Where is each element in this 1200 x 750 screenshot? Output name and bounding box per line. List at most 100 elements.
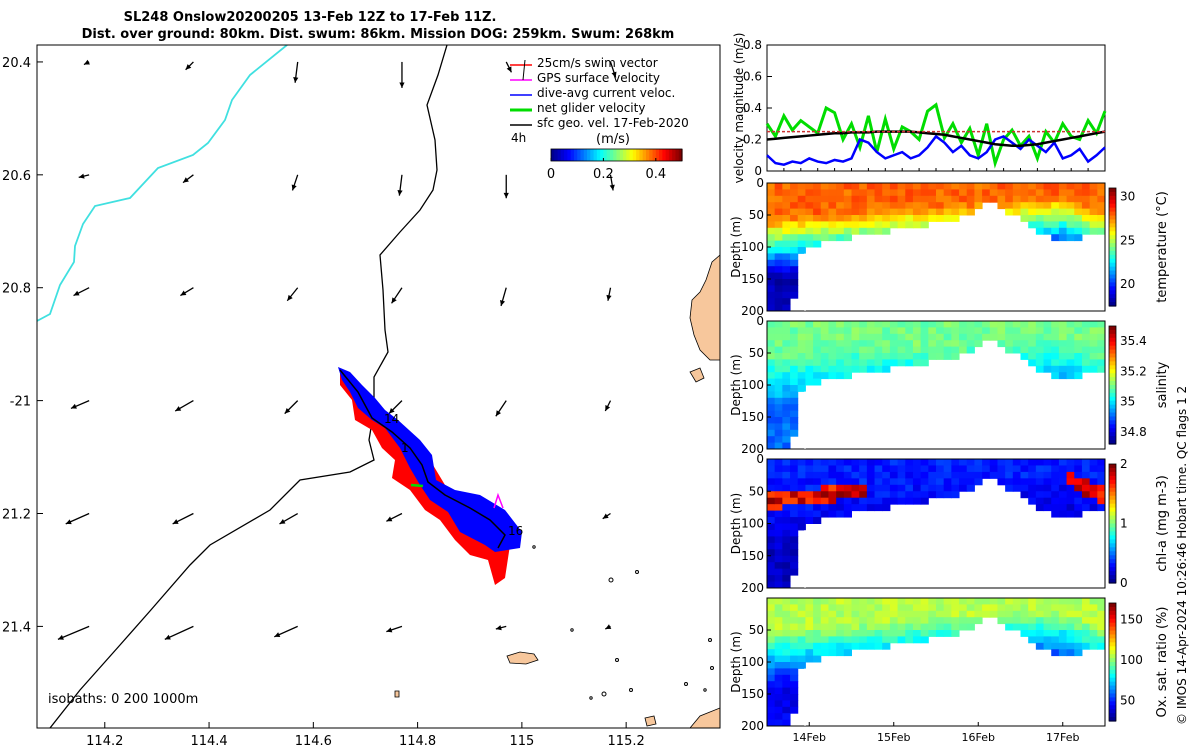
heatmap-cell — [1081, 598, 1091, 605]
heatmap-cell — [859, 598, 868, 605]
heatmap-cell — [959, 465, 968, 473]
heatmap-cell — [1051, 321, 1060, 328]
heatmap-cell — [790, 259, 799, 267]
colorbar-cell — [1109, 717, 1116, 722]
heatmap-cell — [805, 234, 814, 242]
heatmap-cell — [943, 617, 952, 625]
heatmap-cell — [1058, 604, 1068, 612]
heatmap-cell — [782, 417, 791, 424]
heatmap-cell — [889, 183, 899, 190]
heatmap-cell — [1020, 353, 1029, 360]
depth-axis-label: Depth (m) — [729, 216, 743, 277]
heatmap-cell — [774, 391, 783, 399]
heatmap-cell — [790, 359, 799, 367]
heatmap-cell — [774, 568, 783, 576]
heatmap-cell — [805, 365, 814, 373]
colorbar-cell — [672, 149, 677, 161]
heatmap-cell — [874, 471, 883, 479]
heatmap-cell — [1097, 183, 1106, 190]
colorbar-cell — [668, 149, 673, 161]
heatmap-cell — [805, 327, 814, 335]
depth-tick-label: 200 — [741, 581, 764, 595]
colorbar-cell — [1109, 618, 1116, 624]
heatmap-cell — [782, 681, 791, 689]
heatmap-cell — [836, 491, 845, 499]
heatmap-cell — [790, 610, 799, 618]
heatmap-cell — [859, 636, 868, 644]
heatmap-cell — [767, 610, 776, 618]
heatmap-cell — [897, 321, 906, 328]
heatmap-cell — [1043, 346, 1052, 354]
colorbar-cell — [1109, 464, 1116, 469]
depth-tick-label: 200 — [741, 442, 764, 456]
heatmap-cell — [790, 346, 799, 354]
heatmap-cell — [859, 189, 868, 197]
heatmap-cell — [859, 491, 868, 499]
heatmap-cell — [797, 183, 806, 190]
heatmap-cell — [1058, 491, 1068, 499]
heatmap-cell — [874, 215, 883, 222]
heatmap-cell — [905, 340, 914, 348]
title-line1: SL248 Onslow20200205 13-Feb 12Z to 17-Fe… — [124, 10, 497, 25]
heatmap-cell — [866, 623, 876, 631]
map-y-tick-label: 21.4 — [2, 620, 31, 635]
heatmap-cell — [959, 340, 968, 348]
heatmap-cell — [1012, 465, 1021, 473]
heatmap-cell — [774, 442, 783, 450]
heatmap-cell — [820, 221, 829, 229]
heatmap-cell — [836, 234, 845, 242]
legend-label: 25cm/s swim vector — [537, 56, 658, 70]
heatmap-cell — [836, 227, 845, 235]
heatmap-cell — [974, 327, 983, 335]
heatmap-cell — [767, 253, 776, 261]
legend-swim-glyph — [522, 59, 526, 81]
colorbar-cell — [1109, 630, 1116, 636]
heatmap-cell — [897, 346, 906, 354]
heatmap-cell — [889, 340, 899, 348]
heatmap-cell — [1081, 346, 1091, 354]
heatmap-cell — [836, 471, 845, 479]
heatmap-cell — [912, 221, 922, 229]
heatmap-cell — [782, 189, 791, 197]
geo-vector-arrow — [65, 512, 90, 525]
heatmap-cell — [1020, 333, 1029, 341]
heatmap-cell — [889, 221, 899, 229]
heatmap-cell — [767, 333, 776, 341]
heatmap-cell — [1066, 327, 1075, 335]
colorbar-cell — [1109, 188, 1116, 193]
heatmap-cell — [782, 385, 791, 392]
heatmap-cell — [974, 333, 983, 341]
heatmap-cell — [897, 630, 906, 637]
heatmap-cell — [767, 465, 776, 473]
colorbar-tick-label: 20 — [1120, 277, 1135, 291]
heatmap-cell — [936, 183, 945, 190]
heatmap-cell — [1097, 484, 1106, 492]
heatmap-cell — [782, 221, 791, 229]
heatmap-cell — [1066, 227, 1075, 235]
colorbar-cell — [554, 149, 559, 161]
depth-tick-label: 200 — [741, 304, 764, 318]
heatmap-cell — [920, 484, 929, 492]
heatmap-cell — [1035, 221, 1045, 229]
heatmap-cell — [1081, 623, 1091, 631]
heatmap-cell — [851, 221, 860, 229]
heatmap-cell — [1012, 610, 1021, 618]
heatmap-cell — [1005, 183, 1014, 190]
heatmap-cell — [1051, 195, 1060, 203]
heatmap-cell — [889, 471, 899, 479]
colorbar-cell — [1109, 603, 1116, 608]
heatmap-cell — [813, 221, 822, 229]
heatmap-cell — [1012, 604, 1021, 612]
heatmap-cell — [966, 195, 975, 203]
heatmap-cell — [1066, 372, 1075, 380]
land-patch — [689, 707, 720, 728]
heatmap-cell — [820, 202, 829, 210]
heatmap-cell — [805, 183, 814, 190]
colorbar-cell — [1109, 571, 1116, 576]
heatmap-cell — [836, 202, 845, 210]
heatmap-cell — [989, 604, 998, 612]
geo-vector-arrow — [172, 512, 194, 525]
heatmap-cell — [1028, 183, 1037, 190]
colorbar-cell — [1109, 519, 1116, 525]
heatmap-cell — [874, 202, 883, 210]
